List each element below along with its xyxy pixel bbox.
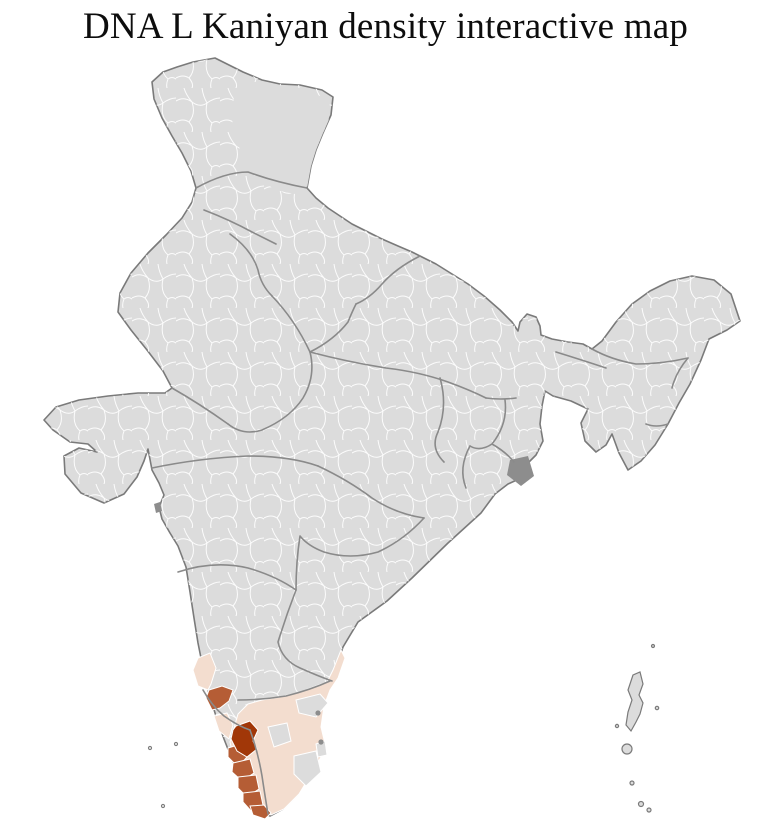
delta-marsh-patch [507,456,534,486]
district-base-tamilnadu-1[interactable] [296,694,328,717]
district-medium-south-tip[interactable] [250,805,271,819]
district-base-tamilnadu-3[interactable] [268,723,291,747]
page-title: DNA L Kaniyan density interactive map [82,6,689,47]
coastal-enclave-east-1[interactable] [315,710,321,716]
district-low-karnataka-coast-north[interactable] [193,653,216,690]
district-high-kerala-coast[interactable] [231,721,258,757]
coastal-enclave-east-2[interactable] [318,739,324,745]
island-large[interactable] [626,672,643,731]
sparse-district-area [232,80,330,195]
islets-southwest[interactable] [148,742,177,807]
island-chain-southeast[interactable] [615,645,658,813]
district-base-tamilnadu-2[interactable] [294,751,321,786]
coastal-enclave-west [154,502,162,513]
state-borders [152,172,688,814]
